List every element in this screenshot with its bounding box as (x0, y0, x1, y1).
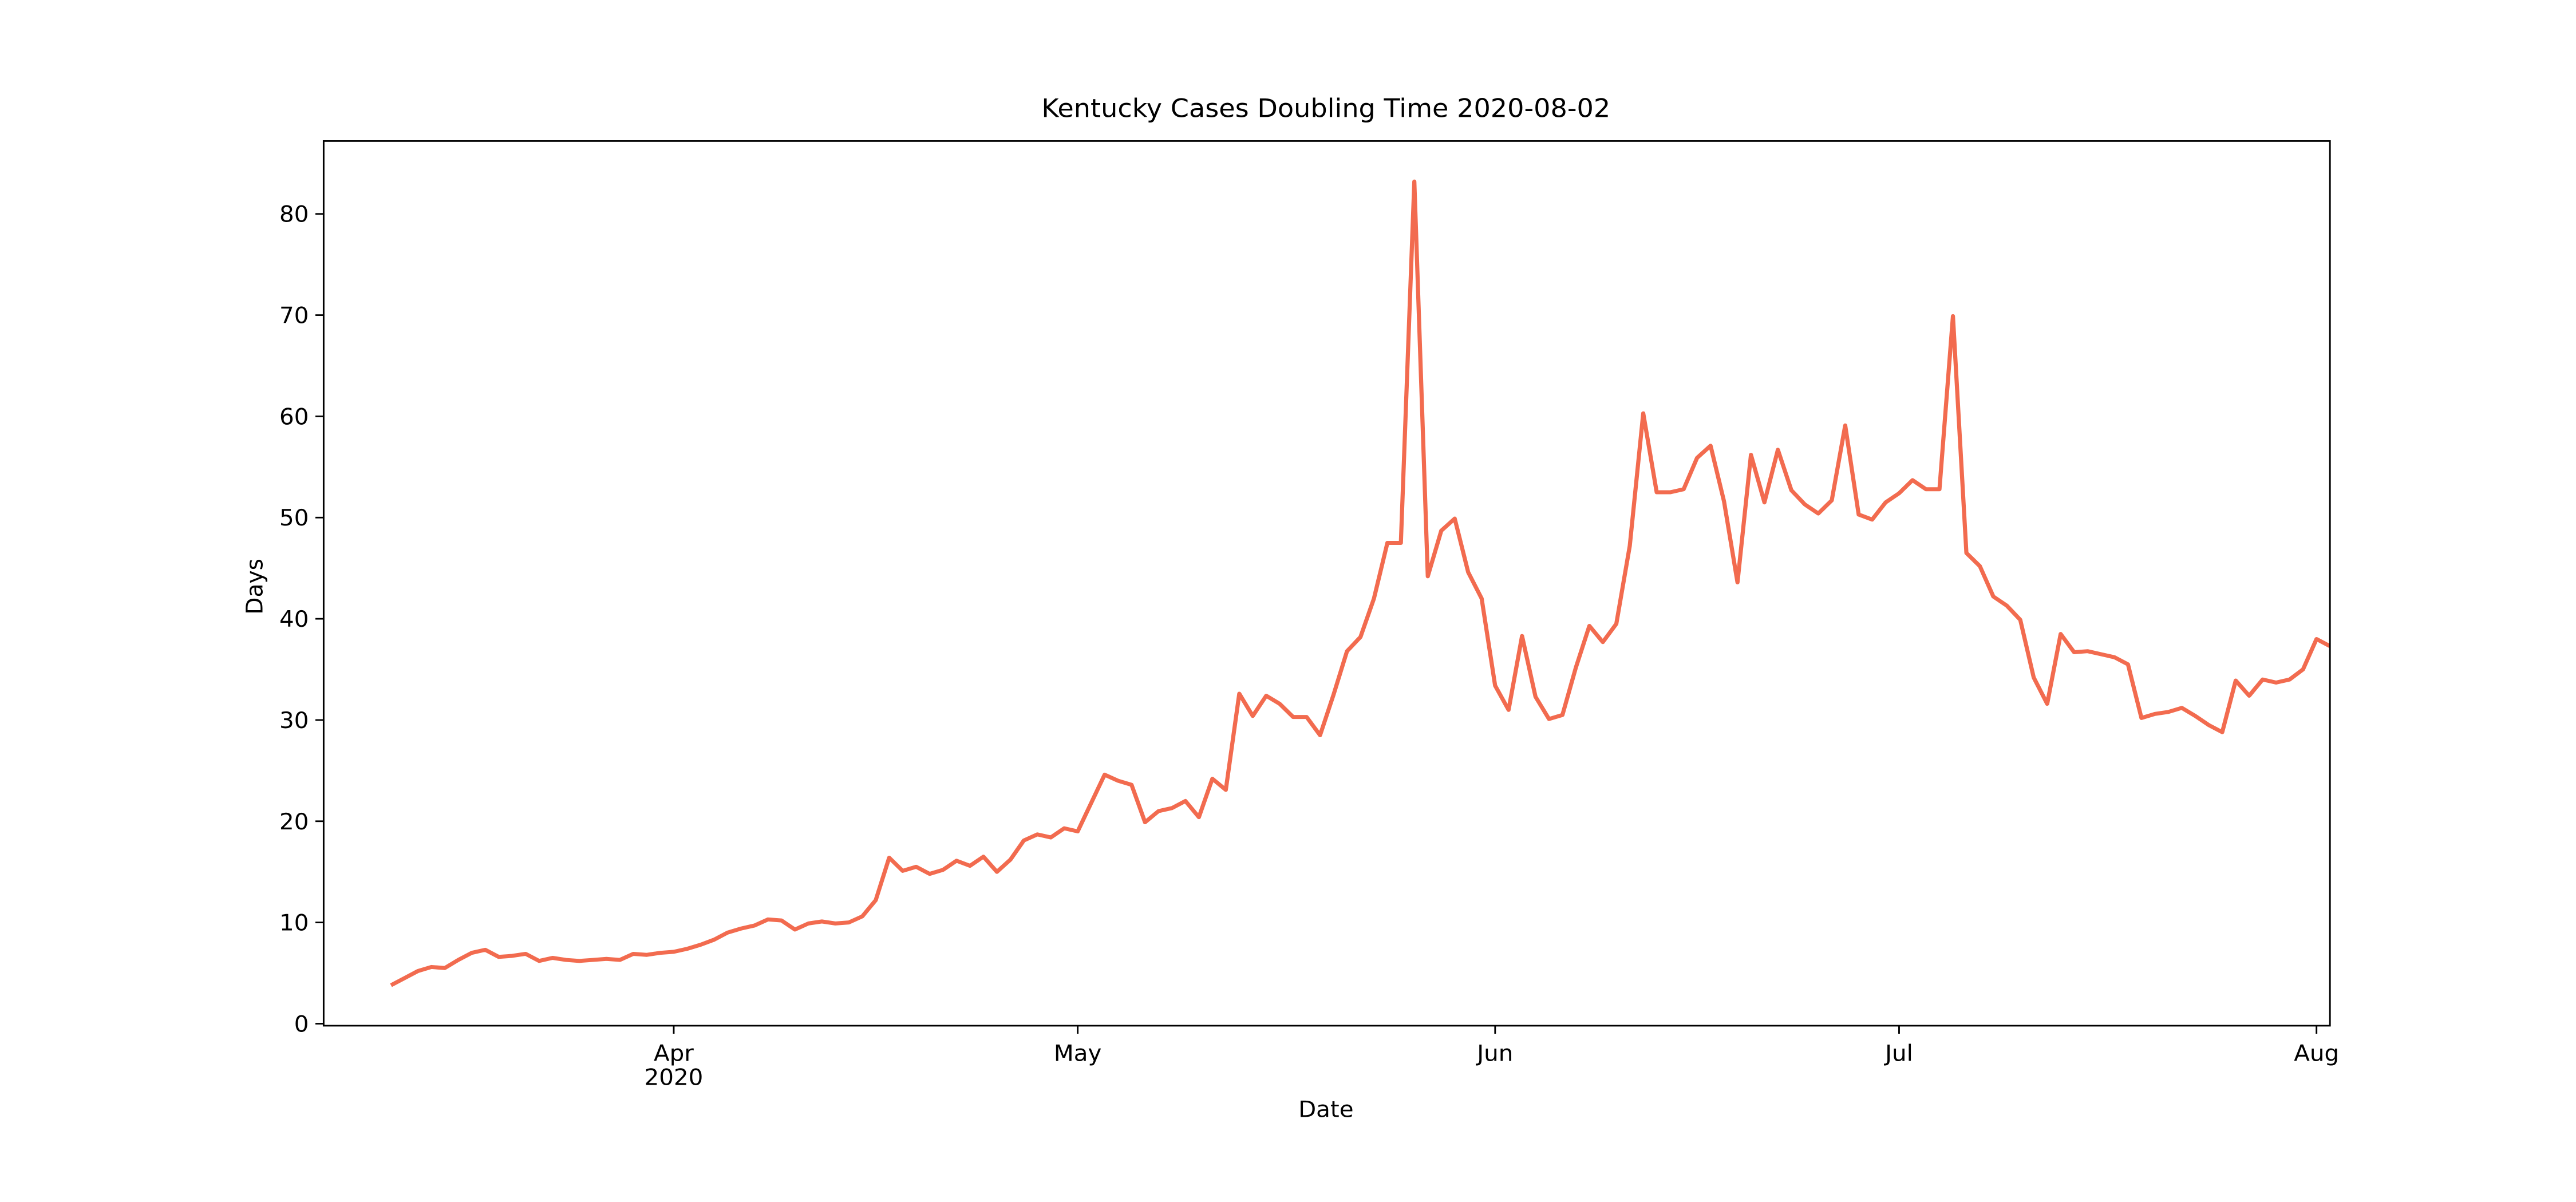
x-tick-label: Apr (654, 1041, 694, 1066)
y-tick-label: 50 (279, 505, 309, 531)
y-axis-label: Days (242, 559, 268, 615)
y-tick-label: 40 (279, 607, 309, 632)
y-tick-label: 80 (279, 201, 309, 227)
x-tick-label: May (1054, 1041, 1101, 1066)
y-tick-label: 20 (279, 809, 309, 835)
y-tick-label: 60 (279, 404, 309, 430)
data-line (390, 179, 2330, 987)
x-tick-label: Aug (2294, 1041, 2339, 1066)
chart-title: Kentucky Cases Doubling Time 2020-08-02 (1041, 93, 1610, 123)
x-year-label: 2020 (645, 1065, 704, 1090)
x-axis-label: Date (1298, 1097, 1353, 1122)
y-tick-label: 10 (279, 910, 309, 936)
x-tick-label: Jul (1883, 1041, 1913, 1066)
y-tick-label: 0 (294, 1011, 309, 1037)
y-tick-label: 30 (279, 707, 309, 733)
plot-frame (322, 140, 2331, 1027)
y-tick-label: 70 (279, 303, 309, 329)
x-tick-label: Jun (1475, 1041, 1513, 1066)
